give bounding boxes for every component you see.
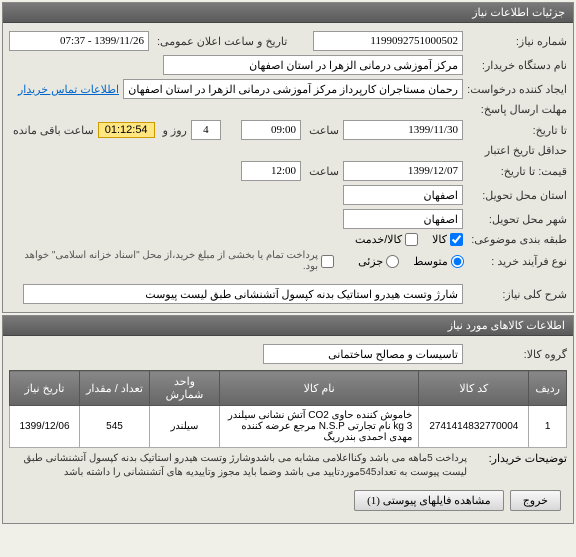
service-checkbox[interactable] xyxy=(405,233,418,246)
row-req-number: شماره نیاز: تاریخ و ساعت اعلان عمومی: xyxy=(9,29,567,53)
items-panel: اطلاعات کالاهای مورد نیاز گروه کالا: ردی… xyxy=(2,315,574,524)
delivery-province-input[interactable] xyxy=(343,185,463,205)
button-bar: خروج مشاهده فایلهای پیوستی (1) xyxy=(9,484,567,517)
purchase-label: نوع فرآیند خرید : xyxy=(468,255,567,268)
deadline-till-label: تا تاریخ: xyxy=(467,124,567,137)
medium-label: متوسط xyxy=(413,255,448,268)
small-radio[interactable] xyxy=(386,255,399,268)
cell-date: 1399/12/06 xyxy=(10,406,80,448)
medium-radio[interactable] xyxy=(451,255,464,268)
th-row: ردیف xyxy=(529,371,567,406)
summary-label: شرح کلی نیاز: xyxy=(467,288,567,301)
goods-label: کالا xyxy=(432,233,447,246)
items-panel-body: گروه کالا: ردیف کد کالا نام کالا واحد شم… xyxy=(3,336,573,523)
panel-title: جزئیات اطلاعات نیاز xyxy=(472,7,565,19)
cell-qty: 545 xyxy=(80,406,150,448)
th-name: نام کالا xyxy=(220,371,419,406)
small-label: جزئی xyxy=(358,255,383,268)
items-table: ردیف کد کالا نام کالا واحد شمارش تعداد /… xyxy=(9,370,567,448)
deadline-time-input[interactable] xyxy=(241,120,301,140)
payment-note-item: پرداخت تمام یا بخشی از مبلغ خرید،از محل … xyxy=(9,250,334,272)
purchase-group: متوسط جزئی xyxy=(358,255,464,268)
remain-days-label: روز و xyxy=(159,124,187,137)
req-number-label: شماره نیاز: xyxy=(467,35,567,48)
row-delivery-province: استان محل تحویل: xyxy=(9,183,567,207)
announce-input[interactable] xyxy=(9,31,149,51)
creator-label: ایجاد کننده درخواست: xyxy=(467,83,567,96)
remain-time-box: 01:12:54 xyxy=(98,122,155,138)
row-deadline-date: تا تاریخ: ساعت روز و 01:12:54 ساعت باقی … xyxy=(9,118,567,142)
buyer-org-input[interactable] xyxy=(163,55,463,75)
items-panel-title: اطلاعات کالاهای مورد نیاز xyxy=(448,320,565,332)
cell-code: 2741414832770004 xyxy=(419,406,529,448)
group-input[interactable] xyxy=(263,344,463,364)
cell-row: 1 xyxy=(529,406,567,448)
row-delivery-city: شهر محل تحویل: xyxy=(9,207,567,231)
attachments-button[interactable]: مشاهده فایلهای پیوستی (1) xyxy=(354,490,504,511)
deadline-label: مهلت ارسال پاسخ: xyxy=(467,103,567,116)
medium-radio-item: متوسط xyxy=(413,255,464,268)
table-row[interactable]: 1 2741414832770004 خاموش کننده حاوی CO2 … xyxy=(10,406,567,448)
items-panel-header: اطلاعات کالاهای مورد نیاز xyxy=(3,316,573,336)
cell-unit: سیلندر xyxy=(150,406,220,448)
table-header-row: ردیف کد کالا نام کالا واحد شمارش تعداد /… xyxy=(10,371,567,406)
buyer-desc-row: توضیحات خریدار: پرداخت 5ماهه می باشد وکن… xyxy=(9,448,567,484)
delivery-province-label: استان محل تحویل: xyxy=(467,189,567,202)
validity-label2: قیمت: تا تاریخ: xyxy=(467,165,567,178)
row-purchase: نوع فرآیند خرید : متوسط جزئی پرداخت تمام… xyxy=(9,248,567,274)
creator-input[interactable] xyxy=(123,79,463,99)
req-number-input[interactable] xyxy=(313,31,463,51)
buyer-org-label: نام دستگاه خریدار: xyxy=(467,59,567,72)
exit-button[interactable]: خروج xyxy=(510,490,561,511)
service-checkbox-item: کالا/خدمت xyxy=(355,233,418,246)
remain-days-input xyxy=(191,120,221,140)
announce-label: تاریخ و ساعت اعلان عمومی: xyxy=(153,35,287,48)
row-creator: ایجاد کننده درخواست: اطلاعات تماس خریدار xyxy=(9,77,567,101)
service-label: کالا/خدمت xyxy=(355,233,402,246)
payment-checkbox[interactable] xyxy=(321,255,334,268)
th-qty: تعداد / مقدار xyxy=(80,371,150,406)
main-panel: جزئیات اطلاعات نیاز شماره نیاز: تاریخ و … xyxy=(2,2,574,313)
delivery-city-input[interactable] xyxy=(343,209,463,229)
goods-checkbox[interactable] xyxy=(450,233,463,246)
th-code: کد کالا xyxy=(419,371,529,406)
deadline-date-input[interactable] xyxy=(343,120,463,140)
contact-link[interactable]: اطلاعات تماس خریدار xyxy=(18,83,119,96)
panel-body: شماره نیاز: تاریخ و ساعت اعلان عمومی: نا… xyxy=(3,23,573,312)
validity-time-input[interactable] xyxy=(241,161,301,181)
budget-group: کالا کالا/خدمت xyxy=(355,233,463,246)
buyer-desc-text: پرداخت 5ماهه می باشد وکنااعلامی مشابه می… xyxy=(9,452,467,480)
buyer-desc-label: توضیحات خریدار: xyxy=(467,452,567,480)
time-label-2: ساعت xyxy=(305,165,339,178)
row-group: گروه کالا: xyxy=(9,342,567,366)
cell-name: خاموش کننده حاوی CO2 آتش نشانی سیلندر 3 … xyxy=(220,406,419,448)
delivery-city-label: شهر محل تحویل: xyxy=(467,213,567,226)
small-radio-item: جزئی xyxy=(358,255,399,268)
validity-label: حداقل تاریخ اعتبار xyxy=(467,144,567,157)
group-label: گروه کالا: xyxy=(467,348,567,361)
payment-note: پرداخت تمام یا بخشی از مبلغ خرید،از محل … xyxy=(9,250,318,272)
row-validity: حداقل تاریخ اعتبار xyxy=(9,142,567,159)
row-validity-date: قیمت: تا تاریخ: ساعت xyxy=(9,159,567,183)
time-label-1: ساعت xyxy=(305,124,339,137)
validity-date-input[interactable] xyxy=(343,161,463,181)
panel-header: جزئیات اطلاعات نیاز xyxy=(3,3,573,23)
row-buyer-org: نام دستگاه خریدار: xyxy=(9,53,567,77)
summary-input[interactable] xyxy=(23,284,463,304)
budget-label: طبقه بندی موضوعی: xyxy=(467,233,567,246)
goods-checkbox-item: کالا xyxy=(432,233,463,246)
row-summary: شرح کلی نیاز: xyxy=(9,282,567,306)
remain-hours-label: ساعت باقی مانده xyxy=(9,124,94,137)
th-unit: واحد شمارش xyxy=(150,371,220,406)
row-budget: طبقه بندی موضوعی: کالا کالا/خدمت xyxy=(9,231,567,248)
row-deadline: مهلت ارسال پاسخ: xyxy=(9,101,567,118)
th-date: تاریخ نیاز xyxy=(10,371,80,406)
